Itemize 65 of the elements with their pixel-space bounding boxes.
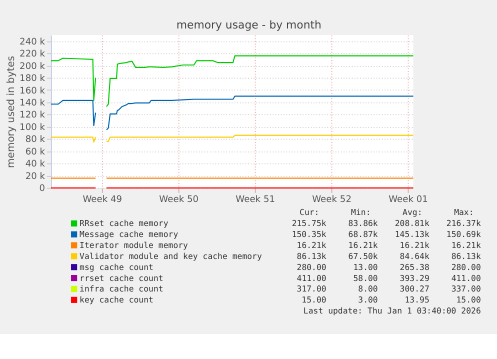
legend-label: Validator module and key cache memory [80,250,262,261]
text: 13.95 [404,294,430,305]
legend-label: Iterator module memory [80,240,188,250]
text: 337.00 [451,284,481,294]
text: 280.00 [451,262,481,272]
text: Cur: [300,207,320,218]
text: 150.35k [292,229,326,240]
text: 16.21k [296,240,326,250]
y-tick-label: 120 k [20,110,46,121]
x-tick-label: Week 50 [159,195,199,206]
text: 3.00 [358,294,378,305]
text: 300.27 [400,284,430,294]
y-tick-label: 60 k [25,147,46,158]
text: 8.00 [358,284,378,294]
text: 13.00 [353,262,378,272]
x-tick-label: Week 01 [388,195,428,206]
text: Min: [351,207,371,218]
x-tick-label: Week 49 [82,195,122,206]
text: 265.38 [400,262,430,272]
legend-label: RRset cache memory [80,218,168,228]
text: 150.69k [446,229,481,240]
text: 84.64k [400,250,430,261]
text: Last update: Thu Jan 1 03:40:00 2026 [303,306,481,316]
text: 145.13k [394,229,430,240]
text: 16.21k [451,240,481,250]
text: 68.87k [348,229,378,240]
y-tick-label: 40 k [25,160,46,170]
x-tick-label: Week 51 [236,195,276,206]
text: Max: [454,207,474,218]
text: 86.13k [451,250,481,261]
legend-label: rrset cache count [80,272,164,283]
text: 67.50k [348,250,378,261]
text: 411.00 [296,272,326,283]
text: 411.00 [451,272,481,283]
y-tick-label: 80 k [25,135,46,146]
text: 83.86k [348,218,378,228]
y-tick-label: 160 k [20,86,46,96]
text: Avg: [402,207,422,218]
y-tick-label: 140 k [20,98,46,108]
text: 16.21k [348,240,378,250]
text: 216.37k [446,218,481,228]
x-tick-label: Week 52 [312,195,352,206]
text: 280.00 [296,262,326,272]
legend-label: key cache count [80,294,154,305]
text: 208.81k [394,218,430,228]
text: 15.00 [456,294,481,305]
legend-label: Message cache memory [80,229,178,240]
text: 393.29 [400,272,430,283]
y-tick-label: 240 k [20,37,46,48]
legend-label: msg cache count [80,262,154,272]
y-tick-label: 180 k [20,74,46,84]
text: 15.00 [302,294,326,305]
text: 16.21k [400,240,430,250]
y-tick-label: 20 k [25,172,46,182]
y-tick-label: 100 k [20,122,46,133]
text: 215.75k [292,218,326,228]
text: 58.00 [353,272,378,283]
text: 317.00 [296,284,326,294]
y-tick-label: 0 [39,184,46,194]
chart-title: memory usage - by month [176,18,322,32]
text: 86.13k [296,250,326,261]
y-tick-label: 220 k [20,50,46,60]
y-axis-title: memory used in bytes [6,56,18,168]
legend-label: infra cache count [80,284,164,294]
y-tick-label: 200 k [20,62,46,72]
